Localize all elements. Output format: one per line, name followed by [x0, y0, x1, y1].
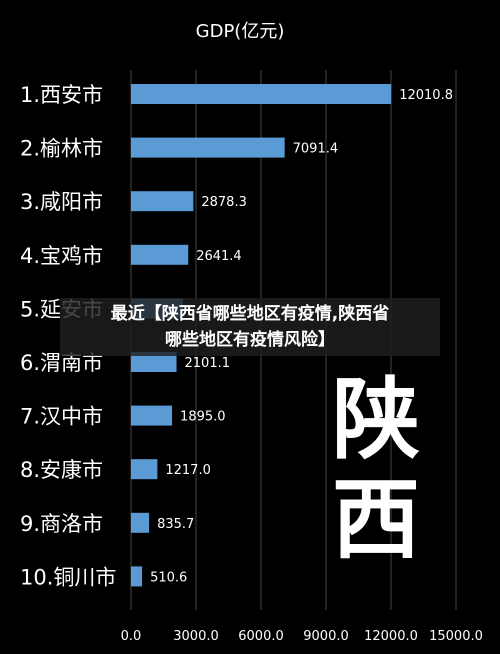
- headline-line-2: 哪些地区有疫情风险】: [165, 330, 335, 350]
- category-label: 10.铜川市: [20, 565, 116, 589]
- value-label: 2878.3: [201, 195, 247, 210]
- category-label: 8.安康市: [20, 458, 103, 482]
- watermark-char-xi: 西: [331, 468, 420, 571]
- bar: [131, 191, 194, 212]
- category-label: 7.汉中市: [20, 405, 103, 429]
- value-label: 2641.4: [196, 249, 242, 264]
- headline-banner: 最近【陕西省哪些地区有疫情,陕西省 哪些地区有疫情风险】: [60, 298, 440, 356]
- x-tick-label: 9000.0: [303, 629, 349, 644]
- bars: [131, 84, 392, 587]
- bar: [131, 137, 285, 158]
- watermark-char-shaan: 陕: [331, 368, 420, 471]
- category-label: 1.西安市: [20, 83, 103, 107]
- value-label: 7091.4: [293, 142, 339, 157]
- value-label: 510.6: [150, 570, 187, 585]
- x-tick-label: 6000.0: [238, 629, 284, 644]
- x-tick-label: 0.0: [121, 629, 142, 644]
- headline-line-1: 最近【陕西省哪些地区有疫情,陕西省: [110, 304, 390, 324]
- bar: [131, 512, 150, 533]
- value-labels: 12010.8 7091.4 2878.3 2641.4 2101.1 1895.0 121…: [150, 88, 453, 585]
- bar: [131, 459, 158, 480]
- category-label: 4.宝鸡市: [20, 244, 103, 268]
- x-tick-label: 3000.0: [173, 629, 219, 644]
- bar: [131, 566, 143, 587]
- category-label: 2.榆林市: [20, 137, 103, 161]
- x-axis-ticks: 0.0 3000.0 6000.0 9000.0 12000.0 15000.0: [121, 629, 483, 644]
- value-label: 1895.0: [180, 410, 226, 425]
- bar: [131, 84, 392, 104]
- chart-title: GDP(亿元): [196, 21, 285, 42]
- bar: [131, 244, 189, 265]
- value-label: 12010.8: [399, 88, 453, 103]
- value-label: 835.7: [157, 517, 194, 532]
- value-label: 1217.0: [165, 463, 211, 478]
- category-label: 9.商洛市: [20, 512, 103, 536]
- category-label: 3.咸阳市: [20, 190, 103, 214]
- bar: [131, 352, 177, 372]
- bar: [131, 405, 173, 426]
- value-label: 2101.1: [185, 356, 231, 371]
- x-tick-label: 12000.0: [364, 629, 418, 644]
- x-tick-label: 15000.0: [429, 629, 483, 644]
